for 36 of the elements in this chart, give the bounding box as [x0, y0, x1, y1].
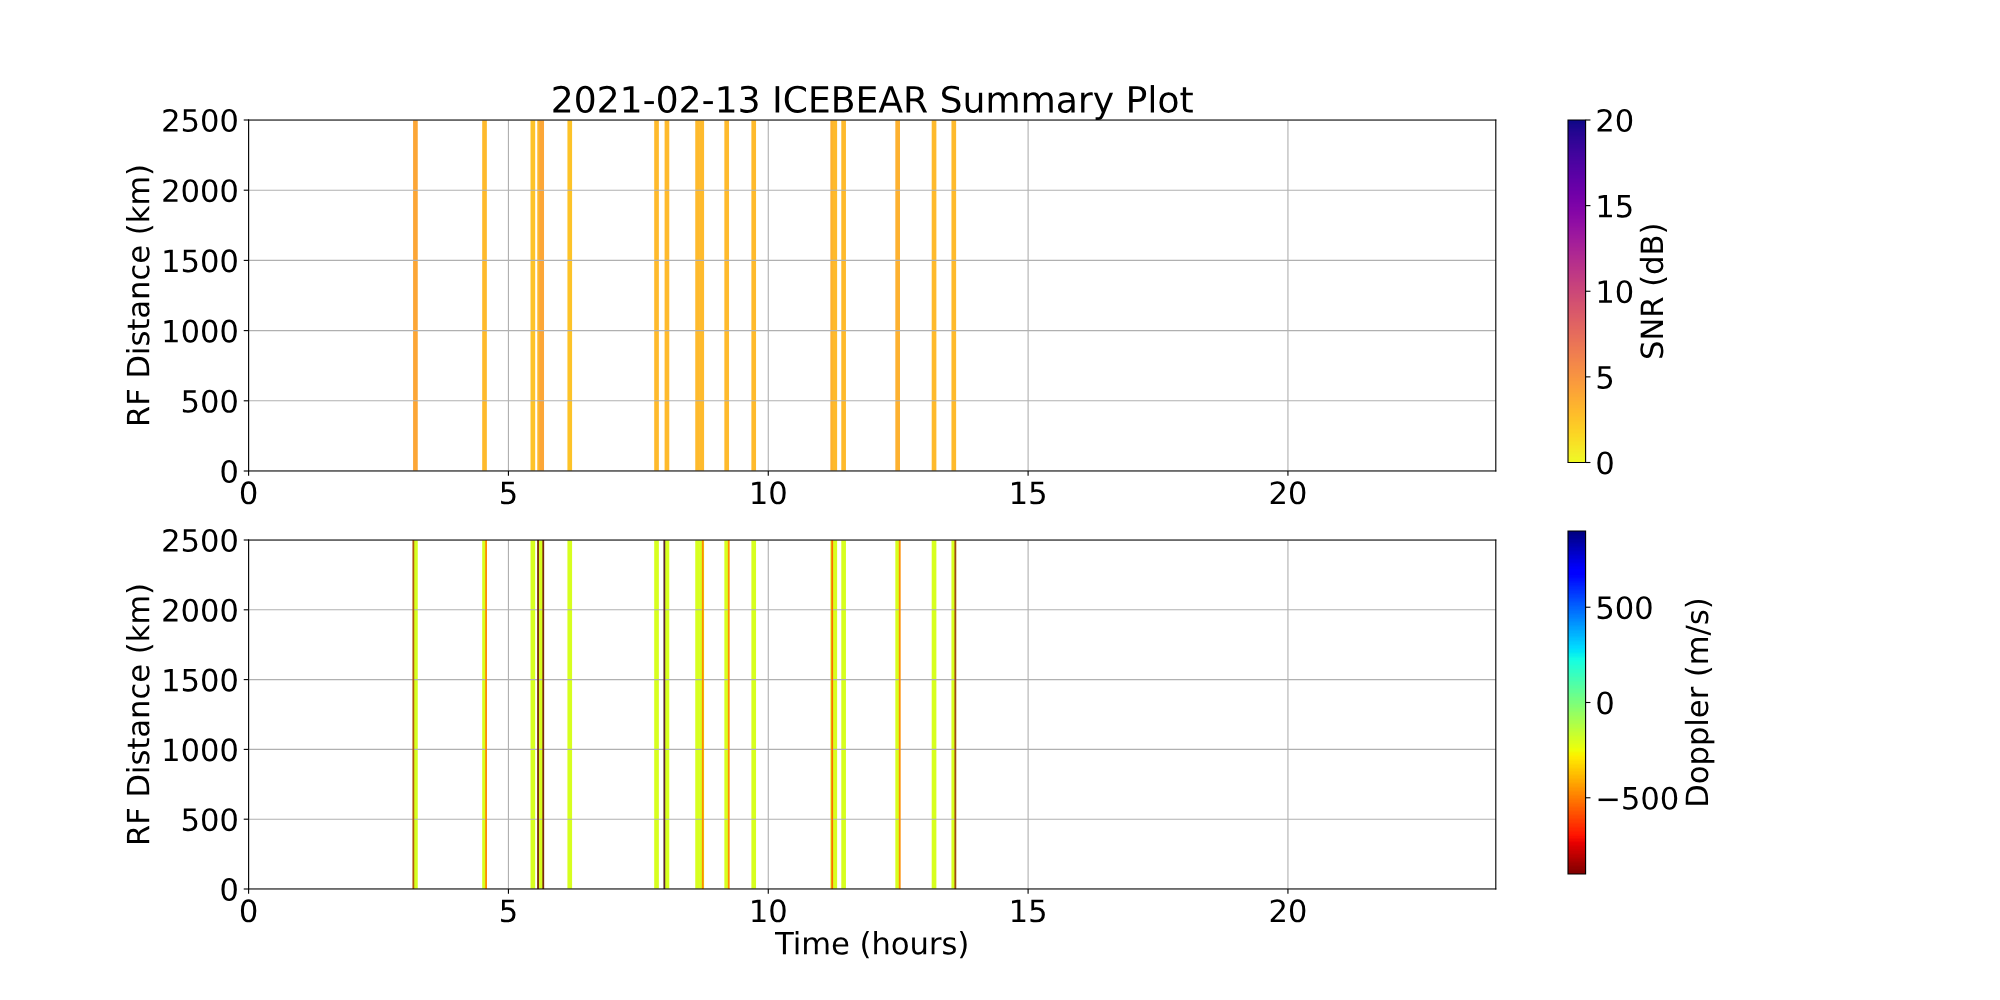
y-tick-label: 2500 [163, 108, 237, 133]
color-bar-label: 0 [1597, 451, 1613, 475]
x-tick-label: 20 [1270, 481, 1306, 505]
color-bar-label: 20 [1597, 108, 1633, 133]
x-tick-label: 10 [752, 481, 786, 505]
color-bar-label: 10 [1598, 280, 1633, 304]
color-bar-label: 500 [1597, 596, 1652, 620]
y-tick-label: 1000 [164, 319, 237, 343]
color-bar-title: Doppler (m/s) [1684, 599, 1715, 805]
x-tick-label: 15 [1012, 481, 1045, 505]
x-axis-title: Time (hours) [775, 931, 967, 959]
color-bar-label: −500 [1598, 786, 1678, 810]
x-tick-label: 0 [240, 481, 257, 505]
x-tick-label: 0 [240, 899, 257, 923]
x-tick-label: 15 [1012, 899, 1045, 923]
x-tick-label: 5 [501, 481, 516, 505]
y-tick-label: 2000 [163, 598, 237, 622]
y-tick-label: 0 [221, 877, 237, 902]
y-axis-title: RF Distance (km) [125, 166, 154, 425]
y-tick-label: 2000 [163, 179, 237, 203]
x-tick-label: 5 [501, 899, 516, 923]
y-tick-label: 500 [182, 808, 237, 832]
color-bar-label: 15 [1598, 194, 1632, 218]
y-axis-title: RF Distance (km) [125, 585, 154, 844]
color-bar-title: SNR (dB) [1639, 225, 1668, 358]
y-tick-label: 0 [221, 459, 237, 484]
y-tick-label: 1500 [164, 249, 237, 273]
y-tick-label: 2500 [163, 528, 237, 553]
x-tick-label: 10 [752, 899, 786, 923]
x-tick-label: 20 [1270, 899, 1306, 923]
color-bar-label: 5 [1597, 366, 1613, 389]
y-tick-label: 1000 [164, 738, 237, 762]
y-tick-label: 1500 [164, 668, 237, 692]
color-bar-label: 0 [1597, 691, 1613, 715]
chart-title: 2021-02-13 ICEBEAR Summary Plot [553, 85, 1193, 120]
y-tick-label: 500 [182, 389, 237, 413]
